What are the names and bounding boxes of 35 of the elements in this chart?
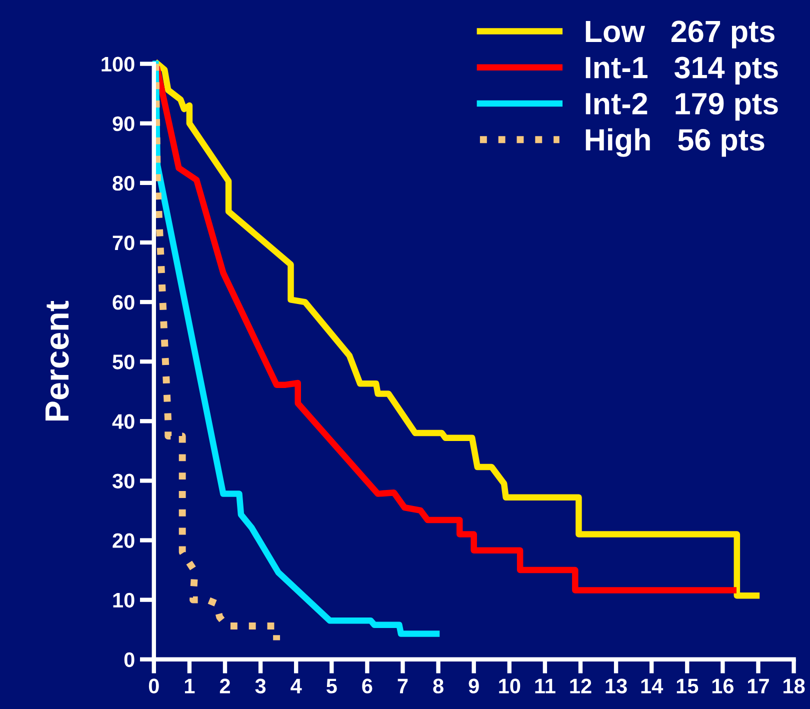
legend-label: Int-2 179 pts bbox=[586, 92, 778, 121]
y-tick-label: 20 bbox=[112, 533, 134, 548]
x-tick-label: 4 bbox=[290, 678, 302, 694]
x-tick-label: 5 bbox=[326, 678, 337, 694]
y-axis-title: Percent bbox=[46, 300, 69, 420]
x-tick-label: 14 bbox=[641, 678, 664, 694]
x-tick-label: 0 bbox=[148, 678, 159, 694]
x-tick-label: 1 bbox=[184, 678, 195, 694]
y-tick-label: 30 bbox=[112, 474, 134, 488]
x-tick-label: 15 bbox=[676, 678, 698, 694]
y-tick-label: 90 bbox=[112, 116, 134, 132]
y-tick-label: 60 bbox=[112, 295, 134, 310]
legend-label: Int-1 314 pts bbox=[586, 56, 778, 84]
y-tick-label: 100 bbox=[102, 56, 134, 72]
legend-label: High 56 pts bbox=[586, 128, 764, 157]
x-tick-label: 7 bbox=[398, 678, 408, 694]
y-tick-label: 40 bbox=[112, 414, 134, 429]
x-tick-label: 9 bbox=[468, 678, 479, 694]
x-tick-label: 2 bbox=[220, 678, 230, 694]
y-tick-label: 0 bbox=[124, 652, 134, 668]
x-tick-label: 17 bbox=[748, 678, 769, 694]
x-tick-label: 8 bbox=[433, 678, 444, 694]
x-tick-label: 18 bbox=[784, 678, 805, 694]
x-tick-label: 11 bbox=[535, 678, 556, 694]
x-tick-label: 10 bbox=[499, 678, 520, 694]
x-tick-label: 12 bbox=[570, 678, 592, 694]
x-tick-label: 16 bbox=[712, 678, 734, 694]
x-tick-label: 3 bbox=[255, 678, 266, 694]
x-tick-label: 6 bbox=[362, 678, 372, 694]
y-tick-label: 80 bbox=[112, 176, 134, 191]
x-tick-label: 13 bbox=[606, 678, 627, 694]
y-tick-label: 10 bbox=[113, 592, 134, 608]
y-tick-label: 50 bbox=[112, 354, 134, 370]
legend-label: Low 267 pts bbox=[586, 20, 774, 48]
y-tick-label: 70 bbox=[112, 235, 134, 250]
